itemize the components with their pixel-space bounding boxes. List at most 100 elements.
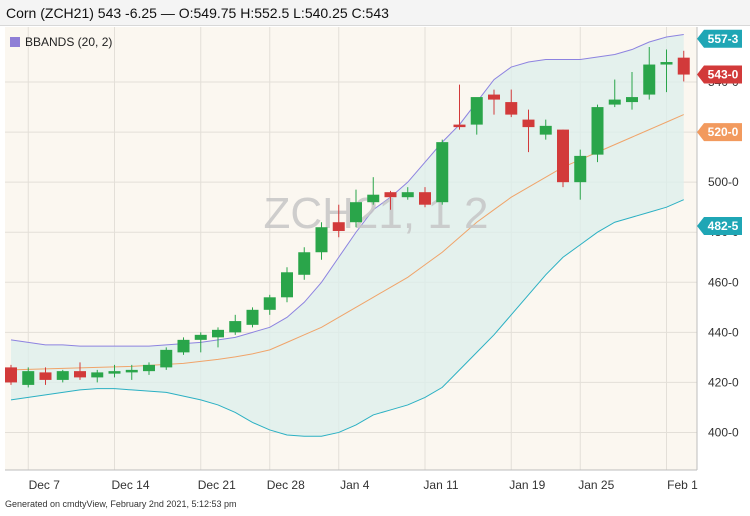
candle-body (315, 227, 328, 253)
candle (39, 367, 52, 385)
x-tick-label: Dec 7 (29, 478, 61, 492)
candle-body (281, 272, 293, 298)
candle-body (350, 202, 362, 223)
bollinger-bands (10, 34, 684, 437)
candle (5, 364, 17, 385)
candle (677, 50, 690, 82)
candle (350, 189, 362, 228)
price-badge-bg (697, 123, 742, 142)
candle-body (22, 371, 35, 385)
candle (315, 222, 328, 260)
candle-body (177, 339, 190, 353)
candle-body (488, 94, 500, 100)
candle (453, 84, 466, 130)
candle-body (108, 371, 121, 374)
candle (436, 139, 449, 205)
price-badge-label: 520-0 (708, 125, 739, 139)
candle (22, 367, 35, 388)
candle (557, 129, 569, 188)
y-tick-label: 400-0 (708, 425, 739, 439)
candle-body (39, 372, 52, 380)
price-badge: 557-3 (697, 29, 742, 48)
candle (229, 314, 242, 335)
candle-body (143, 364, 155, 372)
candle-body (591, 107, 604, 155)
x-tick-label: Jan 4 (340, 478, 370, 492)
candle (125, 364, 138, 380)
candle (574, 149, 587, 200)
candle-body (212, 329, 224, 338)
candle (160, 347, 173, 370)
candle-body (125, 369, 138, 373)
candle (488, 89, 500, 115)
candle-body (522, 119, 535, 128)
candle-body (263, 297, 276, 310)
y-tick-label: 460-0 (708, 275, 739, 289)
y-tick-label: 420-0 (708, 375, 739, 389)
candle-body (246, 309, 259, 325)
candle (539, 119, 552, 140)
candle (591, 104, 604, 163)
candle-body (332, 222, 345, 231)
candle-body (194, 334, 207, 340)
x-tick-label: Dec 21 (198, 478, 236, 492)
footer-note: Generated on cmdtyView, February 2nd 202… (5, 499, 237, 509)
candle-body (626, 97, 638, 103)
candle-body (470, 97, 483, 125)
price-badge-bg (697, 29, 742, 48)
candle-body (401, 192, 414, 198)
candle-body (91, 372, 104, 378)
candle-body (5, 367, 17, 383)
candle-body (505, 102, 518, 115)
candle (660, 49, 673, 93)
x-tick-label: Dec 28 (267, 478, 305, 492)
candle (522, 109, 535, 153)
candle-body (453, 124, 466, 128)
price-badge-label: 482-5 (708, 219, 739, 233)
candle-body (436, 142, 449, 203)
candle (91, 369, 104, 383)
price-badge-label: 543-0 (708, 68, 739, 82)
band-middle-line (10, 114, 684, 371)
candle-body (298, 252, 311, 275)
candle (419, 187, 431, 208)
candle-body (557, 129, 569, 183)
candle-body (74, 371, 86, 378)
price-badge: 482-5 (697, 216, 742, 235)
candle (212, 327, 224, 348)
candle-body (608, 99, 621, 105)
x-tick-label: Jan 19 (509, 478, 545, 492)
axes: 400-0420-0440-0460-0480-0500-0520-0540-0… (5, 27, 739, 492)
candle (384, 190, 397, 210)
price-badge-bg (697, 65, 742, 84)
candle (246, 307, 259, 328)
candle-body (574, 155, 587, 183)
y-tick-label: 500-0 (708, 175, 739, 189)
candle (505, 89, 518, 118)
candle (643, 47, 656, 100)
price-badges: 557-3 543-0 520-0 482-5 (697, 29, 742, 235)
legend-label: BBANDS (20, 2) (25, 35, 112, 49)
x-tick-label: Dec 14 (111, 478, 149, 492)
candle (108, 364, 121, 378)
candle (608, 79, 621, 108)
candle (626, 72, 638, 110)
candle-body (677, 57, 690, 75)
price-badge: 520-0 (697, 123, 742, 142)
candle-body (367, 194, 380, 203)
candle-body (56, 371, 69, 380)
band-upper-line (10, 34, 684, 347)
y-tick-label: 440-0 (708, 325, 739, 339)
band-lower-line (10, 199, 684, 437)
x-tick-label: Jan 11 (423, 478, 458, 492)
candle (367, 177, 380, 205)
legend-swatch (10, 37, 20, 47)
band-fill (11, 34, 684, 437)
candle-body (419, 192, 431, 205)
candle-body (643, 64, 656, 95)
candle (74, 362, 86, 380)
candle (194, 332, 207, 353)
legend: BBANDS (20, 2) (10, 35, 112, 49)
price-badge: 543-0 (697, 65, 742, 84)
